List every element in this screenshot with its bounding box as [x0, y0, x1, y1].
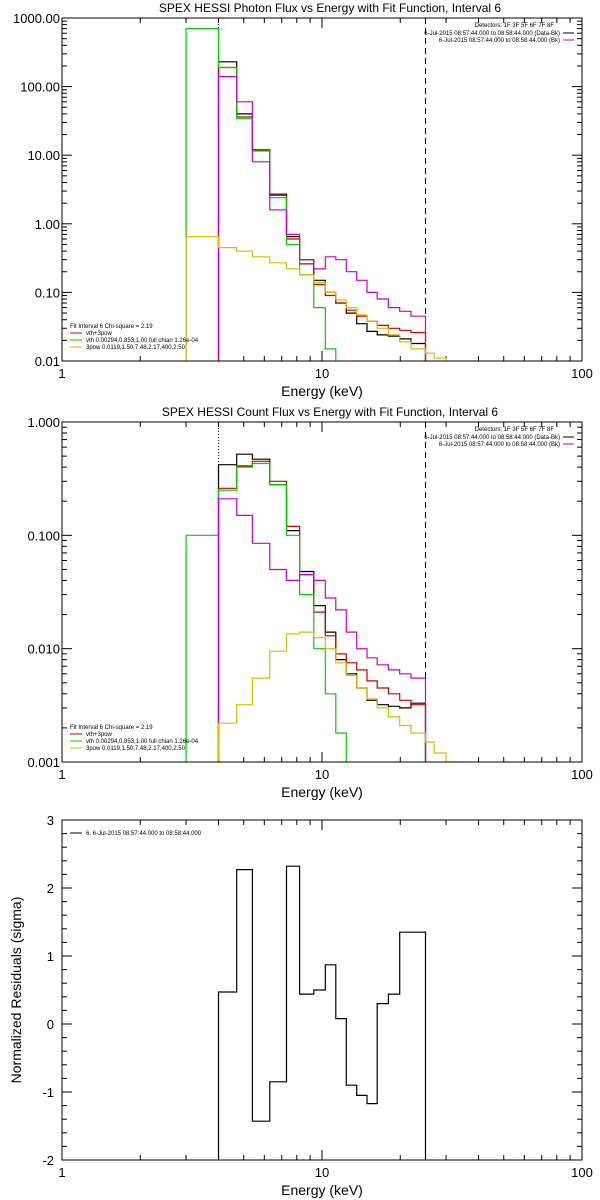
legend-header: Fit Interval 6 Chi-square = 2.19	[70, 324, 153, 330]
y-axis: 0.001 0.010 0.100 1.000	[27, 415, 582, 770]
series-3-line	[185, 28, 337, 361]
x-tick-label: 1	[58, 366, 65, 381]
x-tick-label: 10	[315, 366, 329, 381]
legend-entry: 3pow 0.0119,1.50,7.48,2.17,400,2.50	[86, 345, 186, 351]
chart-title: SPEX HESSI Count Flux vs Energy with Fit…	[162, 405, 498, 419]
x-axis: 1 10 100 Energy (keV)	[58, 18, 593, 399]
plot-area	[185, 422, 467, 762]
series-1-line	[217, 453, 427, 762]
x-tick-label: 100	[571, 767, 593, 782]
legend-header: Detectors: 1F 3F 5F 6F 7F 8F	[475, 23, 555, 29]
x-axis-label: Energy (keV)	[281, 383, 363, 399]
y-tick-label: 0.001	[27, 755, 60, 770]
y-tick-label: 10.00	[27, 148, 60, 163]
y-tick-label: 1	[47, 949, 54, 964]
legend-entry: vth+3pow	[86, 732, 113, 738]
x-tick-label: 1	[58, 1165, 65, 1180]
axes-frame	[61, 17, 583, 362]
series-4-line	[217, 76, 427, 361]
chart-panel-1: SPEX HESSI Photon Flux vs Energy with Fi…	[13, 1, 593, 399]
legend-fit: Fit Interval 6 Chi-square = 2.19vth+3pow…	[70, 725, 199, 752]
y-tick-label: 0.01	[35, 354, 60, 369]
y-tick-label: 0.100	[27, 528, 60, 543]
legend-entry: 3pow 0.0119,1.50,7.48,2.17,400,2.50	[86, 746, 186, 752]
y-tick-label: -1	[42, 1085, 54, 1100]
plot-area	[217, 865, 427, 1160]
series-3-line	[185, 462, 347, 762]
legend-entry: vth 0.00294,0.853,1.00 full chian 1.26e-…	[86, 338, 199, 344]
legend-entry: 6-Jul-2015 08:57:44.000 to 08:58:44.000 …	[424, 435, 560, 441]
x-tick-label: 100	[571, 1165, 593, 1180]
legend-header: Detectors: 1F 3F 5F 6F 7F 8F	[475, 427, 555, 433]
y-tick-label: 3	[47, 813, 54, 828]
y-tick-label: 0.10	[35, 285, 60, 300]
series-4-line	[217, 498, 427, 762]
x-axis-label: Energy (keV)	[281, 784, 363, 800]
y-tick-label: 2	[47, 881, 54, 896]
y-tick-label: -2	[42, 1153, 54, 1168]
y-axis-label: Normalized Residuals (sigma)	[8, 897, 24, 1084]
x-axis: 1 10 100 Energy (keV)	[58, 820, 593, 1198]
series-5-line	[217, 631, 467, 762]
y-tick-label: 1.00	[35, 217, 60, 232]
y-axis: -2 -1 0 1 2 3 Normalized Residuals (sigma)	[8, 813, 582, 1168]
plot-area	[185, 18, 447, 361]
legend-fit: Fit Interval 6 Chi-square = 2.19vth+3pow…	[70, 324, 199, 351]
legend-entry: vth+3pow	[86, 331, 113, 337]
axes-frame	[61, 421, 583, 763]
legend-detectors: Detectors: 1F 3F 5F 6F 7F 8F 6-Jul-2015 0…	[424, 23, 574, 44]
series-2-line	[217, 66, 427, 361]
legend-header: Fit Interval 6 Chi-square = 2.19	[70, 725, 153, 731]
legend-entry: 6. 6-Jul-2015 08:57:44.000 to 08:58:44.0…	[86, 831, 202, 837]
chart-panel-2: SPEX HESSI Count Flux vs Energy with Fit…	[27, 405, 592, 800]
legend-entry: 6-Jul-2015 08:57:44.000 to 08:58:44.000 …	[424, 31, 560, 37]
axes-frame	[61, 819, 583, 1161]
y-tick-label: 0	[47, 1017, 54, 1032]
x-axis-label: Energy (keV)	[281, 1182, 363, 1198]
x-tick-label: 100	[571, 366, 593, 381]
series-5-line	[185, 236, 447, 361]
series-1-line	[217, 61, 427, 361]
y-axis: 0.01 0.10 1.00 10.00 100.00 1000.00	[13, 11, 582, 369]
y-tick-label: 1.000	[27, 415, 60, 430]
legend-entry: 6-Jul-2015 08:57:44.000 to 08:58:44.000 …	[439, 442, 560, 448]
series-2-line	[217, 460, 427, 762]
legend-fit: 6. 6-Jul-2015 08:57:44.000 to 08:58:44.0…	[70, 831, 202, 837]
legend-entry: vth 0.00294,0.853,1.00 full chian 1.26e-…	[86, 739, 199, 745]
y-tick-label: 0.010	[27, 642, 60, 657]
chart-title: SPEX HESSI Photon Flux vs Energy with Fi…	[159, 1, 501, 15]
legend-entry: 6-Jul-2015 08:57:44.000 to 08:58:44.000 …	[439, 38, 560, 44]
chart-panel-3: 1 10 100 Energy (keV) -2 -1 0 1 2 3 Normalized Res…	[8, 813, 593, 1198]
series-1-line	[217, 865, 427, 1160]
y-tick-label: 1000.00	[13, 11, 60, 26]
legend-detectors: Detectors: 1F 3F 5F 6F 7F 8F 6-Jul-2015 0…	[424, 427, 574, 448]
x-tick-label: 10	[315, 1165, 329, 1180]
x-tick-label: 1	[58, 767, 65, 782]
x-tick-label: 10	[315, 767, 329, 782]
y-tick-label: 100.00	[20, 80, 60, 95]
